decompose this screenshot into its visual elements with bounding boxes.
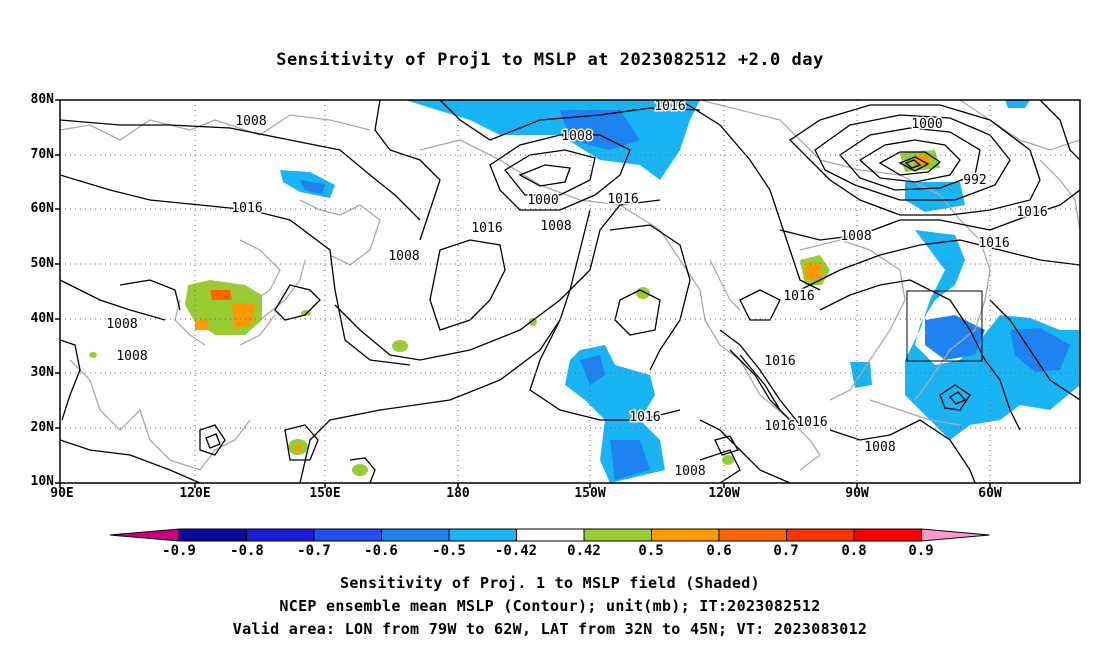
colorbar-label: -0.5 — [432, 543, 466, 559]
lon-label: 120E — [179, 486, 211, 501]
contour-label: 1008 — [561, 129, 592, 144]
colorbar-segment — [853, 528, 922, 542]
contour-label: 1016 — [607, 192, 638, 207]
lat-label: 70N — [30, 147, 54, 162]
colorbar-segment — [651, 528, 720, 542]
caption-valid-area: Valid area: LON from 79W to 62W, LAT fro… — [232, 620, 868, 638]
lon-label: 90W — [845, 486, 869, 501]
colorbar-label: -0.8 — [230, 543, 264, 559]
colorbar-label: 0.7 — [773, 543, 799, 559]
contour-label: 1008 — [864, 440, 895, 455]
contour-label: 1008 — [540, 219, 571, 234]
lon-label: 180 — [446, 486, 470, 501]
gridlines — [60, 100, 1080, 483]
contour-label: 1016 — [764, 419, 795, 434]
lon-label: 60W — [978, 486, 1002, 501]
colorbar-segment — [786, 528, 855, 542]
colorbar-segment — [178, 528, 247, 542]
lat-label: 20N — [30, 420, 54, 435]
contour-label: 1016 — [796, 415, 827, 430]
colorbar-label: 0.8 — [841, 543, 867, 559]
contour-label: 1000 — [911, 117, 942, 132]
contour-label: 1008 — [674, 464, 705, 479]
contour-label: 1016 — [978, 236, 1009, 251]
contour-label: 1008 — [106, 317, 137, 332]
colorbar-segment — [718, 528, 787, 542]
lat-label: 30N — [30, 365, 54, 380]
colorbar-label: 0.9 — [908, 543, 934, 559]
contour-label: 1008 — [388, 249, 419, 264]
lat-label: 80N — [30, 92, 54, 107]
contour-label: 1016 — [629, 410, 660, 425]
contour-label: 1000 — [527, 193, 558, 208]
contour-label: 1016 — [1016, 205, 1047, 220]
colorbar — [109, 528, 990, 542]
plot-frame — [59, 99, 1081, 484]
mslp-contours — [60, 100, 1080, 483]
lat-label: 40N — [30, 311, 54, 326]
lat-label: 60N — [30, 201, 54, 216]
contour-label: 1008 — [235, 114, 266, 129]
contour-label: 1008 — [116, 349, 147, 364]
colorbar-label: -0.7 — [297, 543, 331, 559]
colorbar-segment — [583, 528, 652, 542]
colorbar-label: 0.5 — [638, 543, 664, 559]
lat-label: 50N — [30, 256, 54, 271]
contour-label: 992 — [963, 173, 986, 188]
colorbar-segment — [313, 528, 382, 542]
contour-label: 1016 — [471, 221, 502, 236]
colorbar-label: -0.9 — [162, 543, 196, 559]
lon-label: 150E — [309, 486, 341, 501]
contour-label: 1016 — [654, 99, 685, 114]
lon-label: 90E — [50, 486, 74, 501]
caption-contour: NCEP ensemble mean MSLP (Contour); unit(… — [279, 597, 821, 615]
colorbar-label: 0.42 — [567, 543, 601, 559]
caption-shaded: Sensitivity of Proj. 1 to MSLP field (Sh… — [340, 574, 760, 592]
contour-labels: 1008 1016 1008 1016 1008 1016 1008 1000 … — [105, 99, 1049, 481]
lon-label: 120W — [708, 486, 740, 501]
contour-label: 1016 — [764, 354, 795, 369]
colorbar-segment — [381, 528, 450, 542]
colorbar-high-end — [921, 528, 990, 542]
coastlines — [60, 100, 1080, 471]
contour-label: 1008 — [840, 229, 871, 244]
lat-label: 10N — [30, 474, 54, 489]
contour-label: 1016 — [231, 201, 262, 216]
axis-ticks — [55, 99, 991, 488]
colorbar-label: -0.6 — [364, 543, 398, 559]
colorbar-segment — [448, 528, 517, 542]
colorbar-segment — [246, 528, 315, 542]
contour-label: 1016 — [783, 289, 814, 304]
valid-area-box — [906, 290, 983, 362]
colorbar-label: -0.42 — [494, 543, 538, 559]
colorbar-low-end — [109, 528, 180, 542]
colorbar-segment — [516, 528, 585, 542]
figure-title: Sensitivity of Proj1 to MSLP at 20230825… — [276, 50, 824, 70]
colorbar-label: 0.6 — [706, 543, 732, 559]
lon-label: 150W — [574, 486, 606, 501]
